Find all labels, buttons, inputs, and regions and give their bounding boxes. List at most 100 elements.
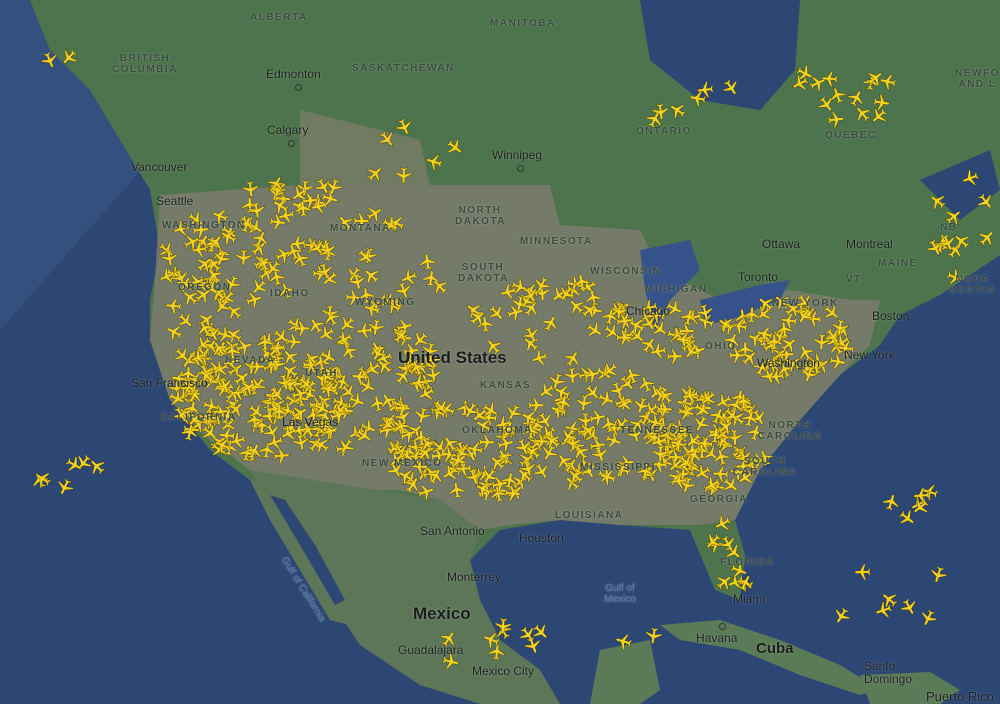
airplane-icon[interactable]	[513, 437, 534, 458]
airplane-icon[interactable]	[510, 294, 529, 313]
airplane-icon[interactable]	[354, 363, 377, 386]
airplane-icon[interactable]	[610, 302, 628, 321]
airplane-icon[interactable]	[510, 277, 531, 297]
airplane-icon[interactable]	[765, 332, 783, 351]
airplane-icon[interactable]	[214, 375, 235, 396]
airplane-icon[interactable]	[57, 46, 80, 69]
airplane-icon[interactable]	[264, 432, 285, 452]
airplane-icon[interactable]	[389, 440, 411, 462]
airplane-icon[interactable]	[522, 422, 540, 440]
airplane-icon[interactable]	[288, 183, 311, 206]
airplane-icon[interactable]	[827, 111, 845, 129]
airplane-icon[interactable]	[283, 241, 304, 262]
airplane-icon[interactable]	[557, 425, 579, 448]
airplane-icon[interactable]	[725, 572, 746, 593]
airplane-icon[interactable]	[179, 286, 202, 309]
airplane-icon[interactable]	[743, 305, 760, 324]
airplane-icon[interactable]	[367, 318, 385, 337]
airplane-icon[interactable]	[31, 468, 53, 490]
airplane-icon[interactable]	[223, 300, 246, 323]
airplane-icon[interactable]	[682, 429, 705, 452]
airplane-icon[interactable]	[414, 441, 437, 464]
airplane-icon[interactable]	[337, 381, 360, 404]
airplane-icon[interactable]	[475, 463, 495, 483]
airplane-icon[interactable]	[335, 313, 358, 336]
airplane-icon[interactable]	[218, 427, 236, 445]
airplane-icon[interactable]	[647, 305, 667, 325]
airplane-icon[interactable]	[218, 221, 240, 243]
airplane-icon[interactable]	[611, 457, 633, 479]
airplane-icon[interactable]	[313, 176, 335, 198]
airplane-icon[interactable]	[260, 407, 279, 425]
airplane-icon[interactable]	[410, 458, 429, 476]
airplane-icon[interactable]	[734, 307, 753, 326]
airplane-icon[interactable]	[616, 326, 636, 346]
airplane-icon[interactable]	[174, 309, 197, 332]
airplane-icon[interactable]	[881, 492, 901, 512]
airplane-icon[interactable]	[260, 356, 281, 377]
airplane-icon[interactable]	[523, 635, 544, 656]
airplane-icon[interactable]	[247, 276, 270, 299]
airplane-icon[interactable]	[395, 465, 417, 487]
airplane-icon[interactable]	[490, 475, 509, 494]
airplane-icon[interactable]	[243, 444, 261, 463]
airplane-icon[interactable]	[730, 388, 749, 407]
airplane-icon[interactable]	[332, 372, 352, 392]
airplane-icon[interactable]	[290, 384, 310, 404]
airplane-icon[interactable]	[258, 441, 276, 459]
airplane-icon[interactable]	[217, 406, 237, 426]
airplane-icon[interactable]	[563, 367, 581, 385]
airplane-icon[interactable]	[377, 390, 399, 412]
airplane-icon[interactable]	[697, 387, 720, 410]
airplane-icon[interactable]	[553, 450, 576, 473]
airplane-icon[interactable]	[680, 340, 703, 363]
airplane-icon[interactable]	[696, 435, 714, 452]
airplane-icon[interactable]	[864, 67, 887, 90]
airplane-icon[interactable]	[310, 434, 333, 456]
airplane-icon[interactable]	[413, 429, 430, 447]
airplane-icon[interactable]	[738, 346, 761, 369]
airplane-icon[interactable]	[188, 347, 209, 368]
airplane-icon[interactable]	[377, 290, 400, 313]
airplane-icon[interactable]	[506, 303, 526, 323]
airplane-icon[interactable]	[418, 252, 437, 271]
airplane-icon[interactable]	[422, 269, 440, 287]
airplane-icon[interactable]	[278, 423, 300, 445]
airplane-icon[interactable]	[398, 267, 419, 288]
airplane-icon[interactable]	[179, 365, 197, 383]
airplane-icon[interactable]	[195, 364, 218, 387]
airplane-icon[interactable]	[754, 292, 777, 315]
airplane-icon[interactable]	[517, 623, 540, 646]
airplane-icon[interactable]	[538, 442, 560, 464]
airplane-icon[interactable]	[439, 432, 461, 454]
airplane-icon[interactable]	[312, 415, 333, 435]
airplane-icon[interactable]	[320, 189, 340, 209]
airplane-icon[interactable]	[976, 226, 999, 249]
airplane-icon[interactable]	[749, 452, 768, 470]
airplane-icon[interactable]	[451, 442, 473, 464]
airplane-icon[interactable]	[614, 393, 636, 415]
airplane-icon[interactable]	[178, 375, 201, 398]
airplane-icon[interactable]	[626, 413, 649, 436]
airplane-icon[interactable]	[564, 465, 587, 488]
airplane-icon[interactable]	[644, 108, 666, 130]
airplane-icon[interactable]	[867, 105, 890, 128]
airplane-icon[interactable]	[712, 391, 734, 413]
airplane-icon[interactable]	[666, 348, 684, 365]
airplane-icon[interactable]	[562, 347, 584, 369]
airplane-icon[interactable]	[577, 419, 600, 442]
airplane-icon[interactable]	[333, 329, 355, 351]
airplane-icon[interactable]	[194, 317, 216, 339]
airplane-icon[interactable]	[293, 320, 311, 337]
airplane-icon[interactable]	[156, 266, 177, 287]
airplane-icon[interactable]	[746, 422, 766, 442]
airplane-icon[interactable]	[284, 314, 307, 337]
airplane-icon[interactable]	[406, 357, 428, 379]
airplane-icon[interactable]	[85, 455, 108, 478]
airplane-icon[interactable]	[320, 362, 342, 384]
airplane-icon[interactable]	[928, 565, 948, 585]
airplane-icon[interactable]	[531, 460, 553, 482]
airplane-icon[interactable]	[975, 190, 998, 213]
airplane-icon[interactable]	[878, 72, 897, 91]
airplane-icon[interactable]	[712, 447, 732, 467]
